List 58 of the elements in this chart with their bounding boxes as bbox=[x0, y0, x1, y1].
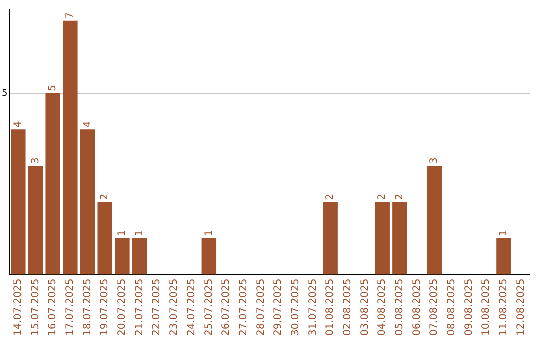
x-tick-label: 14.07.2025 bbox=[12, 278, 24, 336]
x-tick-label: 11.08.2025 bbox=[498, 278, 510, 336]
bar bbox=[375, 202, 390, 275]
bar bbox=[63, 20, 78, 275]
x-tick-label: 25.07.2025 bbox=[204, 278, 215, 336]
data-label: 1 bbox=[117, 230, 128, 236]
data-label: 1 bbox=[204, 230, 215, 236]
bar bbox=[427, 166, 442, 275]
x-tick-label: 02.08.2025 bbox=[342, 278, 354, 336]
data-label: 2 bbox=[100, 194, 111, 200]
data-label: 4 bbox=[82, 121, 94, 128]
x-tick-label: 31.07.2025 bbox=[308, 278, 319, 336]
bar bbox=[46, 93, 60, 275]
x-tick-label: 17.07.2025 bbox=[65, 278, 76, 336]
x-tick-label: 20.07.2025 bbox=[117, 278, 128, 336]
x-tick-label: 05.08.2025 bbox=[394, 278, 406, 336]
x-tick-label: 09.08.2025 bbox=[464, 278, 475, 336]
data-label: 7 bbox=[65, 12, 76, 19]
data-label: 5 bbox=[48, 85, 59, 92]
x-tick-label: 07.08.2025 bbox=[429, 278, 440, 336]
x-tick-label: 24.07.2025 bbox=[186, 278, 198, 336]
bar bbox=[323, 202, 338, 275]
data-label: 3 bbox=[429, 158, 440, 164]
x-tick-label: 16.07.2025 bbox=[48, 278, 59, 336]
data-label: 1 bbox=[134, 230, 146, 236]
x-tick-label: 01.08.2025 bbox=[325, 278, 336, 336]
bar bbox=[28, 166, 44, 275]
data-label: 3 bbox=[30, 158, 42, 164]
x-tick-label: 26.07.2025 bbox=[221, 278, 232, 336]
bar bbox=[115, 238, 130, 275]
bar bbox=[132, 238, 148, 275]
bar bbox=[202, 238, 217, 275]
bar bbox=[496, 238, 512, 275]
x-tick-label: 29.07.2025 bbox=[273, 278, 284, 336]
bar bbox=[98, 202, 112, 275]
x-tick-label: 21.07.2025 bbox=[134, 278, 146, 336]
bar bbox=[80, 130, 96, 275]
data-label: 2 bbox=[325, 194, 336, 200]
x-tick-label: 18.07.2025 bbox=[82, 278, 94, 336]
x-tick-label: 28.07.2025 bbox=[256, 278, 267, 336]
data-label: 1 bbox=[498, 230, 510, 236]
x-tick-label: 08.08.2025 bbox=[446, 278, 458, 336]
x-tick-label: 22.07.2025 bbox=[152, 278, 163, 336]
x-tick-label: 15.07.2025 bbox=[30, 278, 42, 336]
x-tick-label: 03.08.2025 bbox=[360, 278, 371, 336]
bar bbox=[11, 130, 26, 275]
bar bbox=[392, 202, 408, 275]
data-label: 2 bbox=[377, 194, 388, 200]
x-tick-label: 30.07.2025 bbox=[290, 278, 302, 336]
x-tick-label: 27.07.2025 bbox=[238, 278, 250, 336]
x-tick-label: 06.08.2025 bbox=[412, 278, 423, 336]
x-tick-label: 12.08.2025 bbox=[516, 278, 527, 336]
x-tick-label: 19.07.2025 bbox=[100, 278, 111, 336]
x-tick-label: 04.08.2025 bbox=[377, 278, 388, 336]
data-label: 2 bbox=[394, 194, 406, 200]
x-tick-label: 10.08.2025 bbox=[481, 278, 492, 336]
data-label: 4 bbox=[12, 121, 24, 128]
x-tick-label: 23.07.2025 bbox=[169, 278, 180, 336]
